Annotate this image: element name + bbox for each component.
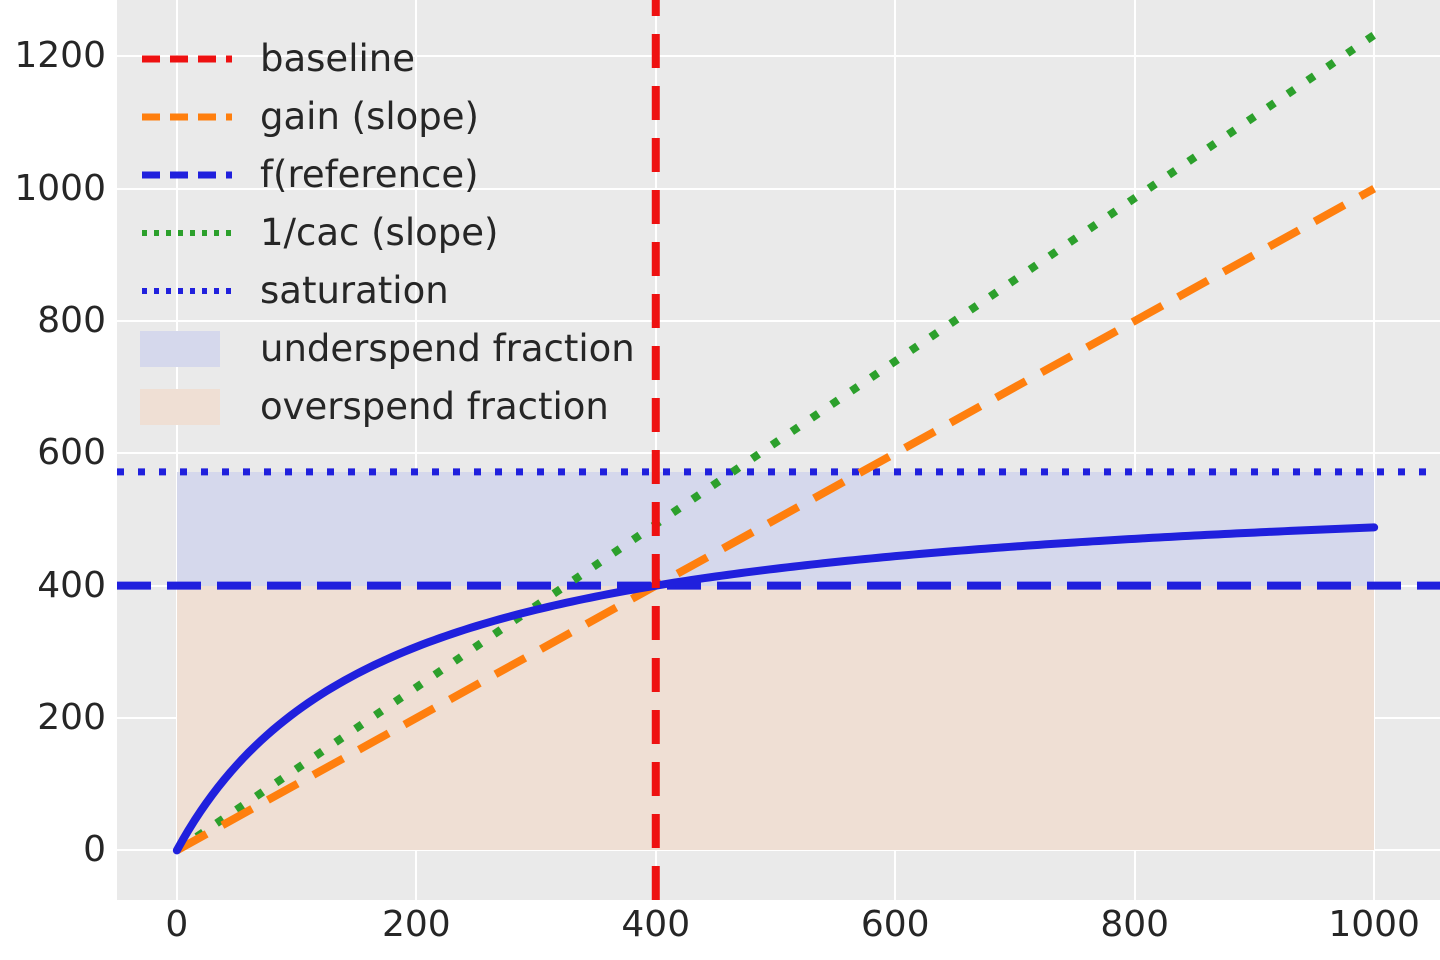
x-tick-label: 600 bbox=[860, 904, 930, 945]
legend-label: 1/cac (slope) bbox=[260, 211, 499, 254]
overspend-fraction-band bbox=[176, 585, 1375, 851]
gridline-horizontal bbox=[117, 55, 1440, 58]
gridline-vertical bbox=[1373, 0, 1376, 900]
legend-key-cac-dotted-line bbox=[140, 216, 234, 250]
curves-overlay bbox=[117, 0, 1440, 900]
x-tick-label: 200 bbox=[381, 904, 451, 945]
y-tick-label: 1000 bbox=[14, 167, 106, 209]
legend-key-baseline-dashed-line bbox=[140, 42, 234, 76]
y-tick-label: 200 bbox=[37, 697, 106, 738]
y-tick-label: 1200 bbox=[14, 35, 106, 77]
legend-item-baseline[interactable]: baseline bbox=[140, 30, 635, 88]
chart-legend: baseline gain (slope) f(reference) bbox=[140, 30, 635, 436]
x-tick-label: 1000 bbox=[1328, 904, 1420, 945]
legend-label: saturation bbox=[260, 269, 449, 312]
gridline-horizontal bbox=[117, 319, 1440, 322]
gridline-horizontal bbox=[117, 849, 1440, 852]
legend-label: baseline bbox=[260, 37, 415, 80]
y-tick-label: 0 bbox=[83, 829, 106, 871]
legend-key-saturation-dotted-line bbox=[140, 274, 234, 308]
x-tick-label: 400 bbox=[621, 904, 691, 945]
y-tick-label: 400 bbox=[37, 564, 106, 606]
gridline-vertical bbox=[894, 0, 897, 900]
legend-key-f-reference-dashed-line bbox=[140, 158, 234, 192]
plot-area: baseline gain (slope) f(reference) bbox=[117, 0, 1440, 900]
x-tick-label: 800 bbox=[1100, 904, 1170, 945]
legend-patch-underspend bbox=[140, 331, 220, 367]
legend-label: underspend fraction bbox=[260, 327, 635, 370]
legend-item-overspend-fraction[interactable]: overspend fraction bbox=[140, 378, 635, 436]
y-tick-label: 800 bbox=[37, 299, 106, 341]
legend-item-one-over-cac-slope[interactable]: 1/cac (slope) bbox=[140, 204, 635, 262]
legend-item-saturation[interactable]: saturation bbox=[140, 262, 635, 320]
gain-slope-line bbox=[174, 185, 1377, 854]
one-over-cac-slope-line bbox=[174, 31, 1377, 854]
gridline-vertical bbox=[175, 0, 178, 900]
legend-item-gain-slope[interactable]: gain (slope) bbox=[140, 88, 635, 146]
legend-key-gain-dashed-line bbox=[140, 100, 234, 134]
gridline-vertical bbox=[415, 0, 418, 900]
legend-patch-overspend bbox=[140, 389, 220, 425]
x-tick-label: 0 bbox=[165, 904, 189, 945]
legend-item-underspend-fraction[interactable]: underspend fraction bbox=[140, 320, 635, 378]
gridline-horizontal bbox=[117, 452, 1440, 455]
y-tick-label: 600 bbox=[37, 432, 106, 474]
legend-label: f(reference) bbox=[260, 153, 479, 196]
gridline-vertical bbox=[1133, 0, 1136, 900]
legend-item-f-reference[interactable]: f(reference) bbox=[140, 146, 635, 204]
legend-label: gain (slope) bbox=[260, 95, 479, 138]
response-curve bbox=[172, 523, 1379, 855]
legend-label: overspend fraction bbox=[260, 385, 609, 428]
gridline-horizontal bbox=[117, 187, 1440, 190]
